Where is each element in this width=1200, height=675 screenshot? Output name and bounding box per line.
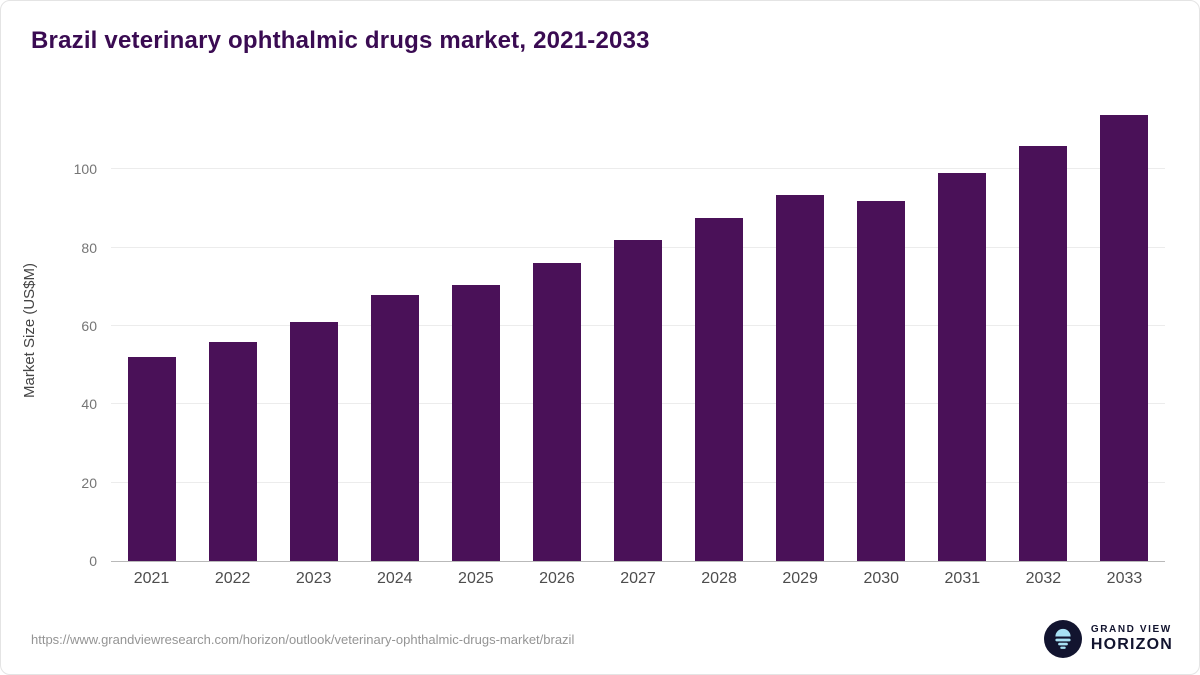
bar-column-2028 [679, 99, 760, 561]
y-tick-label-60: 60 [81, 318, 97, 335]
bar-column-2033 [1084, 99, 1165, 561]
x-tick-label-2022: 2022 [214, 570, 251, 587]
x-axis-labels: 2021 2022 2023 2024 2025 2026 2027 2028 2029 2030… [111, 570, 1165, 588]
bar-2031 [938, 173, 987, 561]
bar-column-2026 [516, 99, 597, 561]
bar-column-2030 [841, 99, 922, 561]
logo-grand-view: GRAND VIEW [1090, 624, 1172, 636]
y-axis-title-text: Market Size (US$M) [21, 262, 39, 399]
source-url: https://www.grandviewresearch.com/horizo… [31, 631, 575, 647]
footer: https://www.grandviewresearch.com/horizo… [31, 620, 1173, 658]
logo-text: GRAND VIEW HORIZON [1091, 624, 1173, 654]
bar-2026 [532, 263, 581, 561]
bar-column-2031 [922, 99, 1003, 561]
x-tick-label-2033: 2033 [1106, 570, 1143, 587]
bar-column-2029 [760, 99, 841, 561]
y-tick-label-40: 40 [81, 396, 97, 413]
brand-logo: GRAND VIEW HORIZON [1043, 620, 1173, 658]
x-tick-label-2032: 2032 [1025, 570, 1062, 587]
x-tick-label-2030: 2030 [863, 570, 900, 587]
x-tick-label-2031: 2031 [944, 570, 981, 587]
bar-column-2023 [273, 99, 354, 561]
x-tick-label-2021: 2021 [133, 570, 170, 587]
x-tick-label-2026: 2026 [539, 570, 575, 587]
bar-2021 [127, 357, 176, 561]
bar-2025 [451, 284, 500, 561]
bar-column-2032 [1003, 99, 1084, 561]
y-tick-label-20: 20 [81, 474, 97, 491]
bar-2023 [289, 322, 338, 561]
horizon-logo-icon [1043, 620, 1082, 658]
chart-title: Brazil veterinary ophthalmic drugs marke… [31, 27, 650, 54]
x-tick-label-2028: 2028 [701, 570, 737, 587]
plot-area: 2021 2022 2023 2024 2025 2026 2027 2028 2029 2030… [74, 99, 1165, 587]
y-tick-label-100: 100 [73, 161, 97, 178]
y-tick-label-0: 0 [89, 553, 97, 569]
bar-2030 [857, 200, 906, 561]
bar-2033 [1100, 114, 1149, 561]
x-tick-label-2027: 2027 [620, 570, 656, 587]
bar-2022 [208, 341, 257, 561]
x-tick-label-2025: 2025 [458, 570, 494, 587]
bar-column-2025 [435, 99, 516, 561]
bar-2029 [776, 194, 825, 561]
x-tick-label-2024: 2024 [376, 570, 413, 587]
bar-column-2021 [111, 99, 192, 561]
bar-column-2022 [192, 99, 273, 561]
bar-2028 [695, 218, 744, 561]
y-axis-title: Market Size (US$M) [19, 99, 41, 562]
bar-2024 [370, 294, 419, 561]
x-tick-label-2023: 2023 [295, 570, 332, 587]
gridline-100 [111, 168, 1165, 170]
bar-2027 [614, 239, 662, 561]
bar-column-2024 [354, 99, 435, 561]
y-tick-label-80: 80 [81, 239, 97, 256]
x-tick-label-2029: 2029 [782, 570, 818, 587]
bar-column-2027 [597, 99, 678, 561]
logo-horizon: HORIZON [1090, 635, 1173, 653]
bars-container [111, 99, 1165, 561]
bar-2032 [1019, 145, 1068, 561]
